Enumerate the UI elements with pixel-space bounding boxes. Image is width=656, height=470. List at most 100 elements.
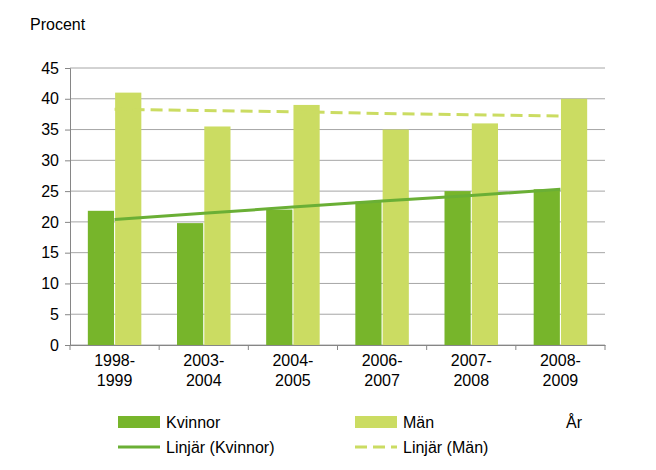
- grid-line: [70, 129, 605, 130]
- x-tick-label-line: 2004: [186, 372, 222, 389]
- bar: [534, 189, 560, 345]
- x-axis-title: År: [566, 413, 583, 431]
- y-tick-label: 20: [41, 214, 59, 231]
- bar: [266, 210, 292, 345]
- y-tick-mark: [65, 314, 70, 315]
- x-tick-label-line: 2004-: [272, 352, 313, 369]
- x-separator: [337, 345, 338, 350]
- grid-line: [70, 314, 605, 315]
- y-tick: 45: [41, 60, 70, 77]
- x-separator: [515, 345, 516, 350]
- x-separator: [248, 345, 249, 350]
- plot-area: [88, 93, 587, 345]
- y-tick: 15: [41, 244, 70, 261]
- x-tick-label-line: 2008-: [540, 352, 581, 369]
- bar: [204, 126, 230, 345]
- x-tick-label: 2007- 2008: [451, 352, 492, 388]
- y-tick: 10: [41, 275, 70, 292]
- x-tick-label: 2006- 2007: [362, 352, 403, 388]
- y-tick-label: 35: [41, 121, 59, 138]
- y-axis: 0 5 10 15 20 25 30 35 40 45: [41, 60, 70, 354]
- legend-label: Linjär (Män): [403, 439, 488, 456]
- y-tick-label: 40: [41, 90, 59, 107]
- y-tick-mark: [65, 253, 70, 254]
- legend-label: Män: [403, 414, 434, 431]
- x-separator: [70, 345, 71, 350]
- grid-line: [70, 221, 605, 222]
- bar: [293, 105, 319, 345]
- y-axis-title: Procent: [30, 16, 86, 33]
- bar: [355, 202, 381, 345]
- y-tick-mark: [65, 160, 70, 161]
- y-tick-mark: [65, 345, 70, 346]
- y-tick: 30: [41, 152, 70, 169]
- y-tick-mark: [65, 99, 70, 100]
- x-separator: [605, 345, 606, 350]
- legend-label: Linjär (Kvinnor): [166, 439, 274, 456]
- legend-label: Kvinnor: [166, 414, 221, 431]
- x-tick-label: 2004- 2005: [272, 352, 313, 388]
- y-tick: 20: [41, 214, 70, 231]
- y-tick-label: 5: [50, 306, 59, 323]
- legend: Kvinnor Män Linjär (Kvinnor) Linjär (Män): [118, 414, 488, 456]
- x-tick-label-line: 2005: [275, 372, 311, 389]
- x-separators: [70, 345, 605, 350]
- x-tick-label-line: 2006-: [362, 352, 403, 369]
- x-tick-label-line: 1998-: [94, 352, 135, 369]
- x-tick: 2007- 2008: [451, 345, 492, 389]
- y-tick: 40: [41, 90, 70, 107]
- y-tick-label: 30: [41, 152, 59, 169]
- x-tick: 2004- 2005: [272, 345, 313, 389]
- bar-series: [115, 93, 587, 345]
- grid-line: [70, 252, 605, 253]
- bar: [383, 130, 409, 345]
- x-axis: 1998- 1999 2003- 2004 2004- 2005 2006- 2007 2007…: [71, 345, 606, 389]
- y-tick-mark: [65, 283, 70, 284]
- x-tick-label: 2008- 2009: [540, 352, 581, 388]
- x-tick: 2008- 2009: [540, 345, 581, 389]
- bar: [177, 223, 203, 345]
- x-tick: 1998- 1999: [94, 345, 135, 389]
- x-tick-label-line: 2003-: [183, 352, 224, 369]
- bar: [561, 99, 587, 345]
- y-tick-label: 0: [50, 337, 59, 354]
- trend-line: [115, 189, 561, 219]
- y-tick: 5: [50, 306, 70, 323]
- grid-line: [70, 160, 605, 161]
- bar: [445, 191, 471, 345]
- x-tick-label-line: 2007: [364, 372, 400, 389]
- y-tick: 0: [50, 337, 70, 354]
- y-tick-mark: [65, 68, 70, 69]
- grid: [70, 68, 605, 345]
- x-tick-label-line: 2009: [543, 372, 579, 389]
- y-tick: 35: [41, 121, 70, 138]
- x-separator: [159, 345, 160, 350]
- x-tick-label-line: 2008: [453, 372, 489, 389]
- y-axis-line: [65, 69, 71, 346]
- x-tick-label: 2003- 2004: [183, 352, 224, 388]
- legend-swatch: [355, 446, 397, 449]
- grid-line: [70, 68, 605, 69]
- y-tick-label: 45: [41, 60, 59, 77]
- bar: [88, 211, 114, 345]
- bar: [472, 123, 498, 345]
- y-tick-label: 15: [41, 244, 59, 261]
- legend-swatch: [118, 446, 160, 449]
- x-separator: [426, 345, 427, 350]
- y-tick-mark: [65, 222, 70, 223]
- y-tick: 25: [41, 183, 70, 200]
- grid-line: [70, 283, 605, 284]
- trend-line: [115, 109, 561, 116]
- x-tick-label: 1998- 1999: [94, 352, 135, 388]
- y-tick-label: 10: [41, 275, 59, 292]
- chart: 0 5 10 15 20 25 30 35 40 45 1998- 1999 2003- 2004 2004…: [0, 0, 656, 470]
- grid-line: [70, 98, 605, 99]
- y-tick-mark: [65, 130, 70, 131]
- legend-swatch: [355, 416, 397, 428]
- legend-swatch: [118, 416, 160, 428]
- x-tick: 2003- 2004: [183, 345, 224, 389]
- x-tick: 2006- 2007: [362, 345, 403, 389]
- y-tick-label: 25: [41, 183, 59, 200]
- x-tick-label-line: 1999: [97, 372, 133, 389]
- x-tick-label-line: 2007-: [451, 352, 492, 369]
